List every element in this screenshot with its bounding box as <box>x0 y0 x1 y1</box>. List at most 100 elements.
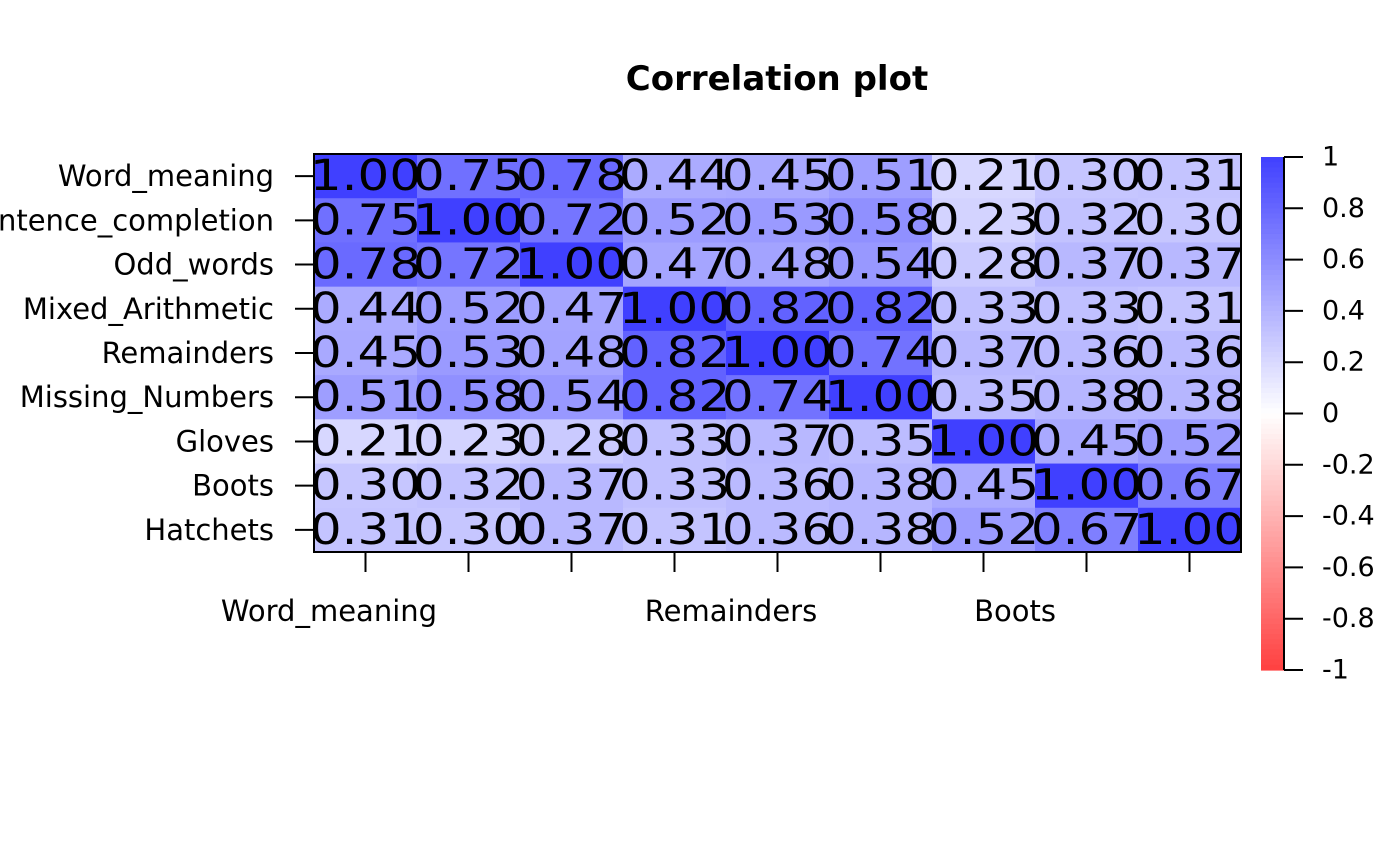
legend-color-segment <box>1261 213 1284 220</box>
heatmap-cell <box>520 375 624 420</box>
cell-value-label: 0.31 <box>619 505 730 555</box>
legend-color-segment <box>1261 475 1284 481</box>
legend-color-segment <box>1261 654 1284 661</box>
heatmap-cell <box>1035 242 1139 288</box>
heatmap-cell <box>417 242 521 288</box>
legend-color-segment <box>1261 239 1284 245</box>
heatmap-cell <box>314 463 418 509</box>
heatmap-cell <box>1138 507 1242 553</box>
heatmap-cell <box>623 198 727 243</box>
heatmap-cell <box>314 198 418 243</box>
cell-value-label: 0.31 <box>1134 151 1245 201</box>
legend-tick-label: -1 <box>1322 655 1349 686</box>
heatmap-cell <box>623 507 727 553</box>
legend-color-segment <box>1261 634 1284 640</box>
legend-color-segment <box>1261 336 1284 343</box>
cell-value-label: 0.33 <box>928 284 1039 334</box>
legend-color-segment <box>1261 485 1284 492</box>
legend-color-segment <box>1261 285 1284 291</box>
legend-color-segment <box>1261 326 1284 333</box>
cell-value-label: 0.21 <box>310 416 421 466</box>
legend-color-segment <box>1261 274 1284 281</box>
heatmap-cell-labels: 1.000.750.780.440.450.510.210.300.310.75… <box>310 151 1245 555</box>
column-axis: Word_meaning Remainders Boots <box>221 552 1191 628</box>
heatmap-cell <box>520 419 624 465</box>
legend-color-segment <box>1261 593 1284 599</box>
legend-color-segment <box>1261 167 1284 173</box>
heatmap-cell <box>726 286 830 332</box>
legend-color-segment <box>1261 546 1284 553</box>
legend-color-segment <box>1261 541 1284 548</box>
legend-tick-label: 0.2 <box>1322 347 1365 378</box>
legend-tick-label: 0.4 <box>1322 295 1365 326</box>
legend-color-segment <box>1261 505 1284 512</box>
cell-value-label: 0.52 <box>619 195 730 245</box>
heatmap-cell <box>520 330 624 376</box>
heatmap-cell <box>1035 507 1139 553</box>
legend-color-segment <box>1261 444 1284 451</box>
legend-color-segment <box>1261 280 1284 286</box>
heatmap-cell <box>932 198 1036 243</box>
cell-value-label: 0.78 <box>310 240 421 290</box>
cell-value-label: 0.31 <box>310 505 421 555</box>
cell-value-label: 0.72 <box>413 240 524 290</box>
heatmap-cell <box>829 419 933 465</box>
legend-tick-label: 0.6 <box>1322 244 1365 275</box>
heatmap-cell <box>726 154 830 199</box>
cell-value-label: 0.28 <box>516 416 627 466</box>
legend-color-segment <box>1261 516 1284 522</box>
legend-color-segment <box>1261 603 1284 610</box>
legend-color-segment <box>1261 331 1284 338</box>
legend-color-segment <box>1261 300 1284 307</box>
heatmap-cell <box>829 463 933 509</box>
cell-value-label: 0.48 <box>516 328 627 378</box>
legend-color-segment <box>1261 392 1284 399</box>
legend-color-segment <box>1261 362 1284 368</box>
heatmap-cell <box>932 154 1036 199</box>
heatmap-cell <box>932 463 1036 509</box>
heatmap-cell <box>932 242 1036 288</box>
legend-color-segment <box>1261 454 1284 461</box>
legend-color-segment <box>1261 346 1284 353</box>
heatmap-cell <box>726 242 830 288</box>
legend-color-segment <box>1261 290 1284 297</box>
heatmap-cell <box>1035 463 1139 509</box>
heatmap-cell <box>623 419 727 465</box>
cell-value-label: 1.00 <box>722 328 833 378</box>
heatmap-cell <box>829 154 933 199</box>
legend-color-segment <box>1261 495 1284 502</box>
cell-value-label: 0.78 <box>516 151 627 201</box>
row-label: Odd_words <box>113 248 274 282</box>
heatmap-cell <box>520 463 624 509</box>
legend-color-segment <box>1261 367 1284 374</box>
heatmap-cell <box>1035 330 1139 376</box>
cell-value-label: 0.28 <box>928 240 1039 290</box>
heatmap-cell <box>520 507 624 553</box>
cell-value-label: 0.44 <box>310 284 421 334</box>
legend-color-segment <box>1261 613 1284 620</box>
cell-value-label: 0.47 <box>619 240 730 290</box>
legend-color-segment <box>1261 531 1284 538</box>
cell-value-label: 0.44 <box>619 151 730 201</box>
cell-value-label: 0.30 <box>413 505 524 555</box>
legend-color-segment <box>1261 659 1284 666</box>
cell-value-label: 0.45 <box>722 151 833 201</box>
heatmap-cell <box>520 286 624 332</box>
cell-value-label: 0.67 <box>1134 461 1245 511</box>
legend-color-segment <box>1261 536 1284 543</box>
legend-color-segment <box>1261 387 1284 394</box>
legend-color-segment <box>1261 469 1284 476</box>
legend-color-segment <box>1261 664 1284 671</box>
legend-color-segment <box>1261 464 1284 471</box>
legend-color-segment <box>1261 254 1284 261</box>
cell-value-label: 0.36 <box>722 461 833 511</box>
legend-tick-label: 0.8 <box>1322 193 1365 224</box>
heatmap-cell <box>417 330 521 376</box>
row-label: Boots <box>192 469 274 503</box>
cell-value-label: 0.37 <box>928 328 1039 378</box>
cell-value-label: 0.30 <box>310 461 421 511</box>
legend-color-segment <box>1261 316 1284 322</box>
heatmap-cell <box>623 330 727 376</box>
